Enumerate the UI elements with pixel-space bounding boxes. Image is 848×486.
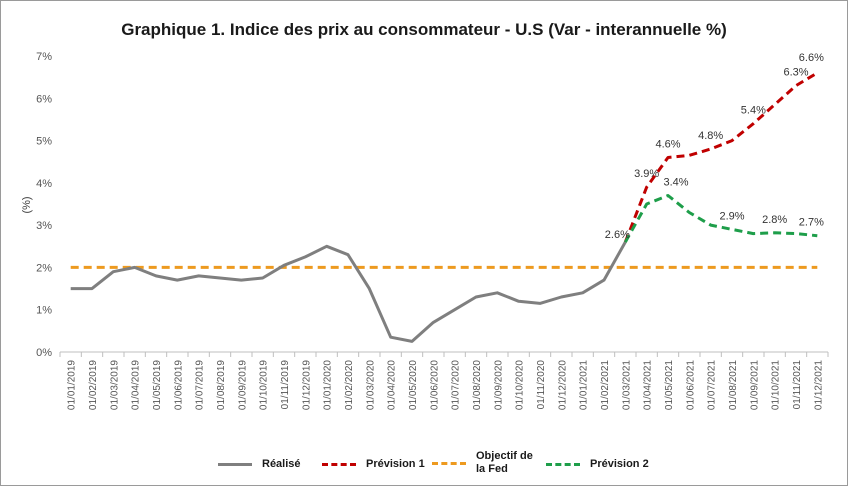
x-tick-label: 01/07/2019	[195, 360, 206, 410]
data-label: 6.6%	[799, 52, 824, 64]
x-tick-label: 01/11/2021	[792, 360, 803, 410]
series-line-prevision-1	[623, 71, 819, 243]
x-tick-label: 01/10/2020	[515, 360, 526, 410]
y-tick-label: 2%	[36, 262, 52, 274]
x-tick-label: 01/04/2021	[643, 360, 654, 410]
x-tick-label: 01/03/2019	[109, 360, 120, 410]
x-tick-label: 01/06/2019	[173, 360, 184, 410]
legend-swatch-prevision-1	[322, 463, 356, 466]
x-tick-label: 01/09/2020	[493, 360, 504, 410]
y-axis-label: (%)	[21, 196, 33, 213]
x-tick-label: 01/05/2021	[664, 360, 675, 410]
y-tick-label: 1%	[36, 305, 52, 317]
y-tick-label: 6%	[36, 93, 52, 105]
x-tick-label: 01/06/2021	[685, 360, 696, 410]
data-label: 4.8%	[698, 130, 723, 142]
chart-title: Graphique 1. Indice des prix au consomma…	[121, 20, 727, 39]
data-label: 2.8%	[762, 214, 787, 226]
x-tick-label: 01/12/2019	[301, 360, 312, 410]
x-tick-label: 01/07/2020	[451, 360, 462, 410]
x-tick-label: 01/01/2019	[67, 360, 78, 410]
data-label: 3.4%	[663, 177, 688, 189]
y-tick-label: 0%	[36, 347, 52, 359]
x-tick-label: 01/12/2021	[813, 360, 824, 410]
legend-label: Prévision 1	[366, 458, 425, 470]
legend-label: Objectif de la Fed	[476, 450, 533, 475]
x-tick-label: 01/09/2019	[237, 360, 248, 410]
legend-swatch-prevision-2	[546, 463, 580, 466]
legend-item-realise: Réalisé	[218, 458, 301, 471]
y-tick-label: 4%	[36, 178, 52, 190]
x-tick-label: 01/05/2020	[408, 360, 419, 410]
legend-label: Réalisé	[262, 458, 301, 470]
data-label: 6.3%	[783, 67, 808, 79]
data-label: 4.6%	[655, 138, 680, 150]
y-tick-label: 7%	[36, 51, 52, 63]
x-tick-label: 01/04/2020	[387, 360, 398, 410]
x-tick-label: 01/02/2020	[344, 360, 355, 410]
series-line-realise	[70, 241, 627, 343]
y-tick-label: 5%	[36, 136, 52, 148]
legend-item-prevision-2: Prévision 2	[546, 458, 649, 471]
x-tick-label: 01/11/2019	[280, 360, 291, 410]
x-tick-label: 01/02/2021	[600, 360, 611, 410]
x-tick-label: 01/10/2019	[259, 360, 270, 410]
legend-label: Prévision 2	[590, 458, 649, 470]
x-tick-label: 01/01/2021	[579, 360, 590, 410]
x-tick-label: 01/09/2021	[749, 360, 760, 410]
x-tick-label: 01/12/2020	[557, 360, 568, 410]
legend-item-prevision-1: Prévision 1	[322, 458, 425, 471]
x-tick-label: 01/03/2020	[365, 360, 376, 410]
x-tick-label: 01/08/2020	[472, 360, 483, 410]
data-label: 2.9%	[719, 210, 744, 222]
x-tick-label: 01/11/2020	[536, 360, 547, 410]
x-tick-label: 01/10/2021	[771, 360, 782, 410]
legend-item-objectif-fed: Objectif de la Fed	[432, 450, 542, 476]
chart-legend: Réalisé Prévision 1 Objectif de la Fed P…	[0, 450, 848, 480]
x-tick-label: 01/08/2019	[216, 360, 227, 410]
x-tick-label: 01/01/2020	[323, 360, 334, 410]
legend-swatch-objectif-fed	[432, 461, 466, 465]
x-tick-label: 01/07/2021	[707, 360, 718, 410]
data-label: 2.6%	[605, 229, 630, 241]
x-tick-label: 01/05/2019	[152, 360, 163, 410]
data-label: 5.4%	[741, 105, 766, 117]
x-tick-label: 01/08/2021	[728, 360, 739, 410]
data-label: 2.7%	[799, 217, 824, 229]
series-line-prevision-2	[623, 194, 818, 243]
x-tick-label: 01/06/2020	[429, 360, 440, 410]
y-tick-label: 3%	[36, 220, 52, 232]
x-tick-label: 01/03/2021	[621, 360, 632, 410]
x-tick-label: 01/02/2019	[88, 360, 99, 410]
legend-swatch-realise	[218, 463, 252, 466]
x-tick-label: 01/04/2019	[131, 360, 142, 410]
data-label: 3.9%	[634, 168, 659, 180]
